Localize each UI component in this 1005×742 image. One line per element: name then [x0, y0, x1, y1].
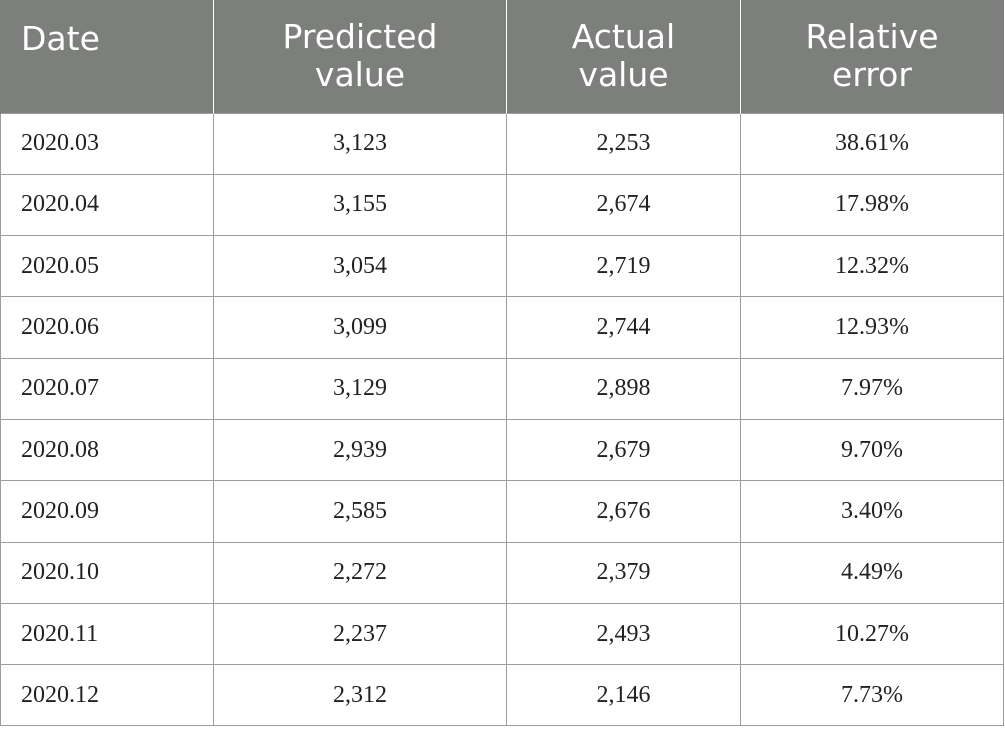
header-actual-line2: value — [578, 55, 669, 95]
header-relative-line2: error — [832, 55, 912, 95]
prediction-table: Date Predicted value Actual value Relative… — [0, 0, 1004, 727]
cell-relative-error: 10.27% — [740, 602, 1004, 666]
cell-predicted-value: 2,312 — [213, 664, 507, 727]
cell-date: 2020.07 — [0, 357, 214, 420]
cell-predicted-value: 3,155 — [213, 173, 507, 237]
cell-relative-error: 7.73% — [740, 664, 1004, 727]
cell-date: 2020.11 — [0, 602, 214, 666]
cell-relative-error: 3.40% — [740, 480, 1004, 543]
table-row: 2020.11 2,237 2,493 10.27% — [0, 602, 1004, 666]
cell-relative-error: 9.70% — [740, 418, 1004, 482]
cell-predicted-value: 2,237 — [213, 602, 507, 666]
cell-actual-value: 2,674 — [506, 173, 741, 237]
cell-predicted-value: 3,123 — [213, 112, 507, 175]
cell-date: 2020.06 — [0, 296, 214, 359]
table-row: 2020.09 2,585 2,676 3.40% — [0, 480, 1004, 543]
cell-actual-value: 2,253 — [506, 112, 741, 175]
header-predicted-value: Predicted value — [213, 0, 507, 113]
cell-relative-error: 4.49% — [740, 541, 1004, 604]
table-row: 2020.03 3,123 2,253 38.61% — [0, 112, 1004, 175]
cell-date: 2020.04 — [0, 173, 214, 237]
cell-date: 2020.10 — [0, 541, 214, 604]
header-actual-line1: Actual — [571, 17, 676, 57]
cell-predicted-value: 2,939 — [213, 418, 507, 482]
header-date: Date — [0, 0, 214, 113]
cell-date: 2020.03 — [0, 112, 214, 175]
cell-relative-error: 7.97% — [740, 357, 1004, 420]
table-header: Date Predicted value Actual value Relative… — [0, 0, 1004, 113]
cell-predicted-value: 2,585 — [213, 480, 507, 543]
cell-actual-value: 2,719 — [506, 235, 741, 298]
cell-relative-error: 38.61% — [740, 112, 1004, 175]
table-row: 2020.08 2,939 2,679 9.70% — [0, 418, 1004, 482]
cell-actual-value: 2,379 — [506, 541, 741, 604]
cell-predicted-value: 3,129 — [213, 357, 507, 420]
cell-relative-error: 12.93% — [740, 296, 1004, 359]
table-row: 2020.06 3,099 2,744 12.93% — [0, 296, 1004, 359]
cell-actual-value: 2,898 — [506, 357, 741, 420]
table-body: 2020.03 3,123 2,253 38.61% 2020.04 3,155 2,674… — [0, 112, 1004, 727]
cell-date: 2020.05 — [0, 235, 214, 298]
cell-date: 2020.08 — [0, 418, 214, 482]
table-row: 2020.05 3,054 2,719 12.32% — [0, 235, 1004, 298]
cell-date: 2020.09 — [0, 480, 214, 543]
table-row: 2020.12 2,312 2,146 7.73% — [0, 664, 1004, 727]
header-predicted-line1: Predicted — [282, 17, 438, 57]
cell-actual-value: 2,676 — [506, 480, 741, 543]
cell-predicted-value: 3,099 — [213, 296, 507, 359]
header-actual-value: Actual value — [506, 0, 741, 113]
header-relative-error: Relative error — [740, 0, 1004, 113]
table-row: 2020.07 3,129 2,898 7.97% — [0, 357, 1004, 420]
cell-predicted-value: 2,272 — [213, 541, 507, 604]
cell-actual-value: 2,493 — [506, 602, 741, 666]
cell-actual-value: 2,146 — [506, 664, 741, 727]
table-row: 2020.04 3,155 2,674 17.98% — [0, 173, 1004, 237]
header-relative-line1: Relative — [805, 17, 939, 57]
cell-relative-error: 17.98% — [740, 173, 1004, 237]
header-row: Date Predicted value Actual value Relative… — [0, 0, 1004, 113]
table-row: 2020.10 2,272 2,379 4.49% — [0, 541, 1004, 604]
cell-predicted-value: 3,054 — [213, 235, 507, 298]
cell-relative-error: 12.32% — [740, 235, 1004, 298]
cell-actual-value: 2,744 — [506, 296, 741, 359]
cell-date: 2020.12 — [0, 664, 214, 727]
cell-actual-value: 2,679 — [506, 418, 741, 482]
header-predicted-line2: value — [314, 55, 406, 95]
header-date-line1: Date — [21, 19, 100, 58]
